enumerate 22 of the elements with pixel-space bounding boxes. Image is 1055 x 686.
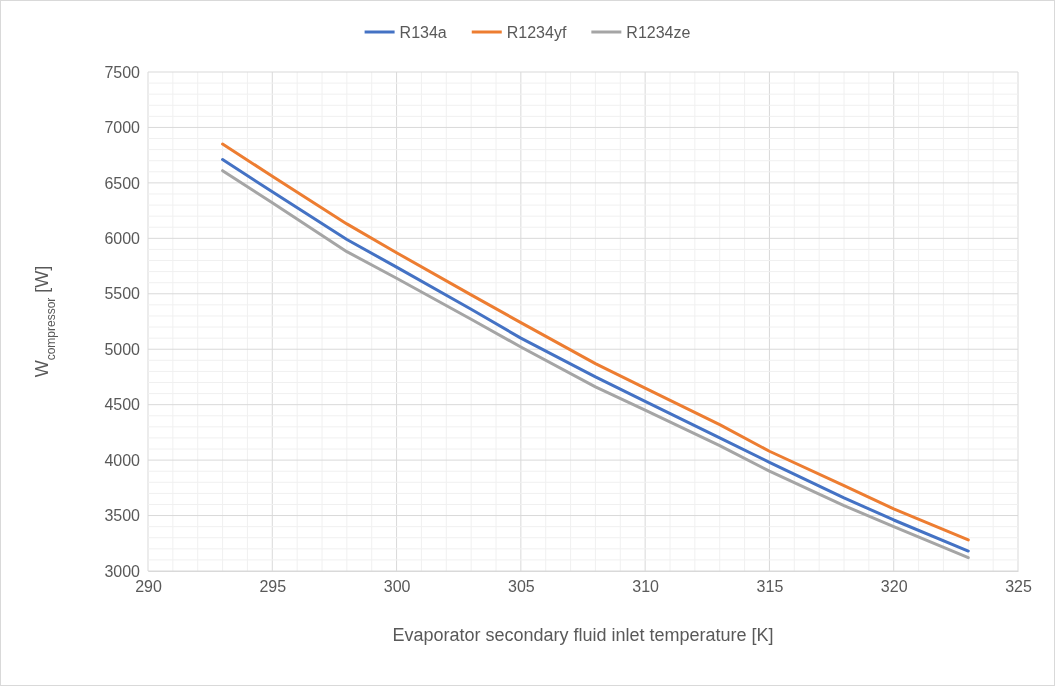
x-tick-label: 325 bbox=[1005, 578, 1032, 596]
y-tick-label: 5500 bbox=[104, 285, 141, 303]
x-tick-label: 305 bbox=[508, 578, 535, 596]
x-tick-label: 310 bbox=[632, 578, 660, 596]
legend-label: R134a bbox=[399, 24, 447, 41]
y-tick-label: 6000 bbox=[104, 229, 141, 247]
x-tick-label: 315 bbox=[756, 578, 784, 596]
x-axis-title: Evaporator secondary fluid inlet temperature [K] bbox=[392, 625, 774, 645]
x-tick-label: 295 bbox=[259, 578, 287, 596]
y-tick-label: 4000 bbox=[104, 451, 141, 469]
y-tick-label: 3000 bbox=[104, 562, 141, 580]
y-tick-label: 6500 bbox=[104, 174, 141, 192]
legend-label: R1234yf bbox=[506, 24, 567, 41]
legend-label: R1234ze bbox=[626, 24, 691, 41]
x-tick-label: 290 bbox=[135, 578, 162, 596]
y-tick-label: 7000 bbox=[104, 119, 141, 137]
y-tick-label: 7500 bbox=[104, 63, 141, 81]
y-tick-label: 3500 bbox=[104, 507, 141, 525]
x-tick-label: 320 bbox=[880, 578, 908, 596]
x-tick-label: 300 bbox=[383, 578, 411, 596]
y-tick-label: 5000 bbox=[104, 340, 141, 358]
y-tick-label: 4500 bbox=[104, 396, 141, 414]
